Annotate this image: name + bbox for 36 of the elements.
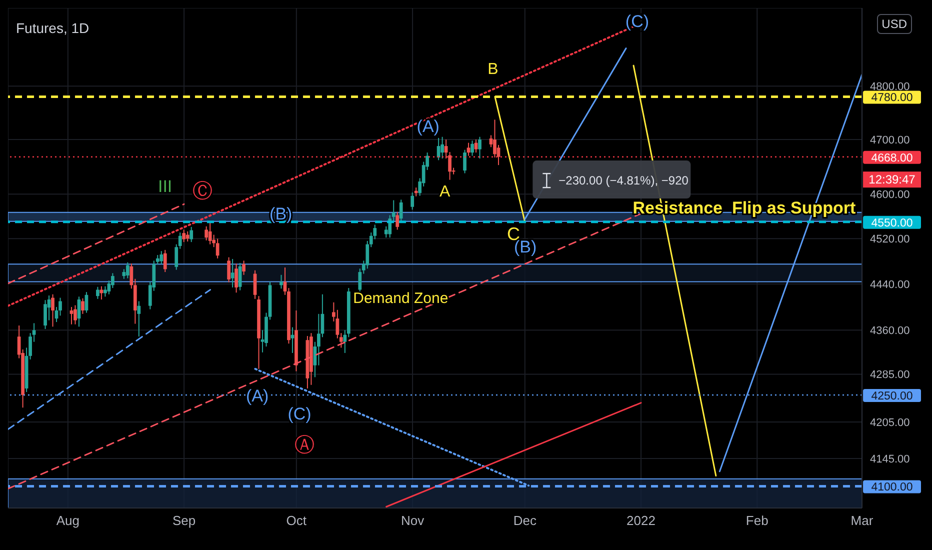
y-axis-title: USD — [876, 14, 912, 34]
x-tick-label: Nov — [400, 513, 425, 528]
y-tick-label: 4520.00 — [870, 234, 910, 246]
x-tick-label: Dec — [513, 513, 537, 528]
annotation: (A) — [416, 117, 440, 136]
y-tick-label: 4700.00 — [870, 134, 910, 146]
annotation: Ⓐ — [294, 434, 314, 457]
ref-line-label: 4100.00 — [871, 482, 913, 494]
y-tick-label: 4600.00 — [870, 189, 910, 202]
x-tick-label: 2022 — [626, 513, 656, 528]
x-tick-label: Feb — [746, 513, 768, 528]
y-tick-label: 4145.00 — [870, 453, 910, 466]
annotation: Demand Zone — [353, 290, 448, 308]
x-tick-label: Aug — [56, 513, 80, 528]
annotation: (C) — [288, 404, 312, 424]
ref-line-label: 4668.00 — [871, 152, 913, 164]
annotation: B — [488, 60, 498, 78]
annotation: (A) — [246, 386, 269, 406]
y-tick-label: 4285.00 — [870, 369, 910, 382]
y-tick-label: 4205.00 — [870, 416, 910, 429]
x-tick-label: Sep — [172, 513, 196, 528]
annotation: A — [439, 184, 450, 201]
text: Futures, 1D — [16, 20, 90, 36]
annotation: (C) — [625, 12, 650, 32]
ref-line-label: 4780.00 — [871, 92, 913, 104]
annotation: Ⓒ — [192, 180, 212, 203]
x-tick-label: Oct — [286, 513, 307, 528]
x-tick-label: Mar — [850, 513, 874, 528]
ref-line-label: 4550.00 — [871, 217, 913, 230]
y-tick-label: 4800.00 — [870, 81, 910, 94]
annotation: −230.00 (−4.81%), −920 — [558, 174, 689, 188]
ref-line-label: 4250.00 — [871, 390, 913, 403]
annotation: III — [158, 176, 172, 196]
text: 12:39:47 — [868, 172, 916, 187]
y-tick-label: 4440.00 — [870, 278, 910, 291]
y-tick-label: 4360.00 — [870, 325, 910, 338]
